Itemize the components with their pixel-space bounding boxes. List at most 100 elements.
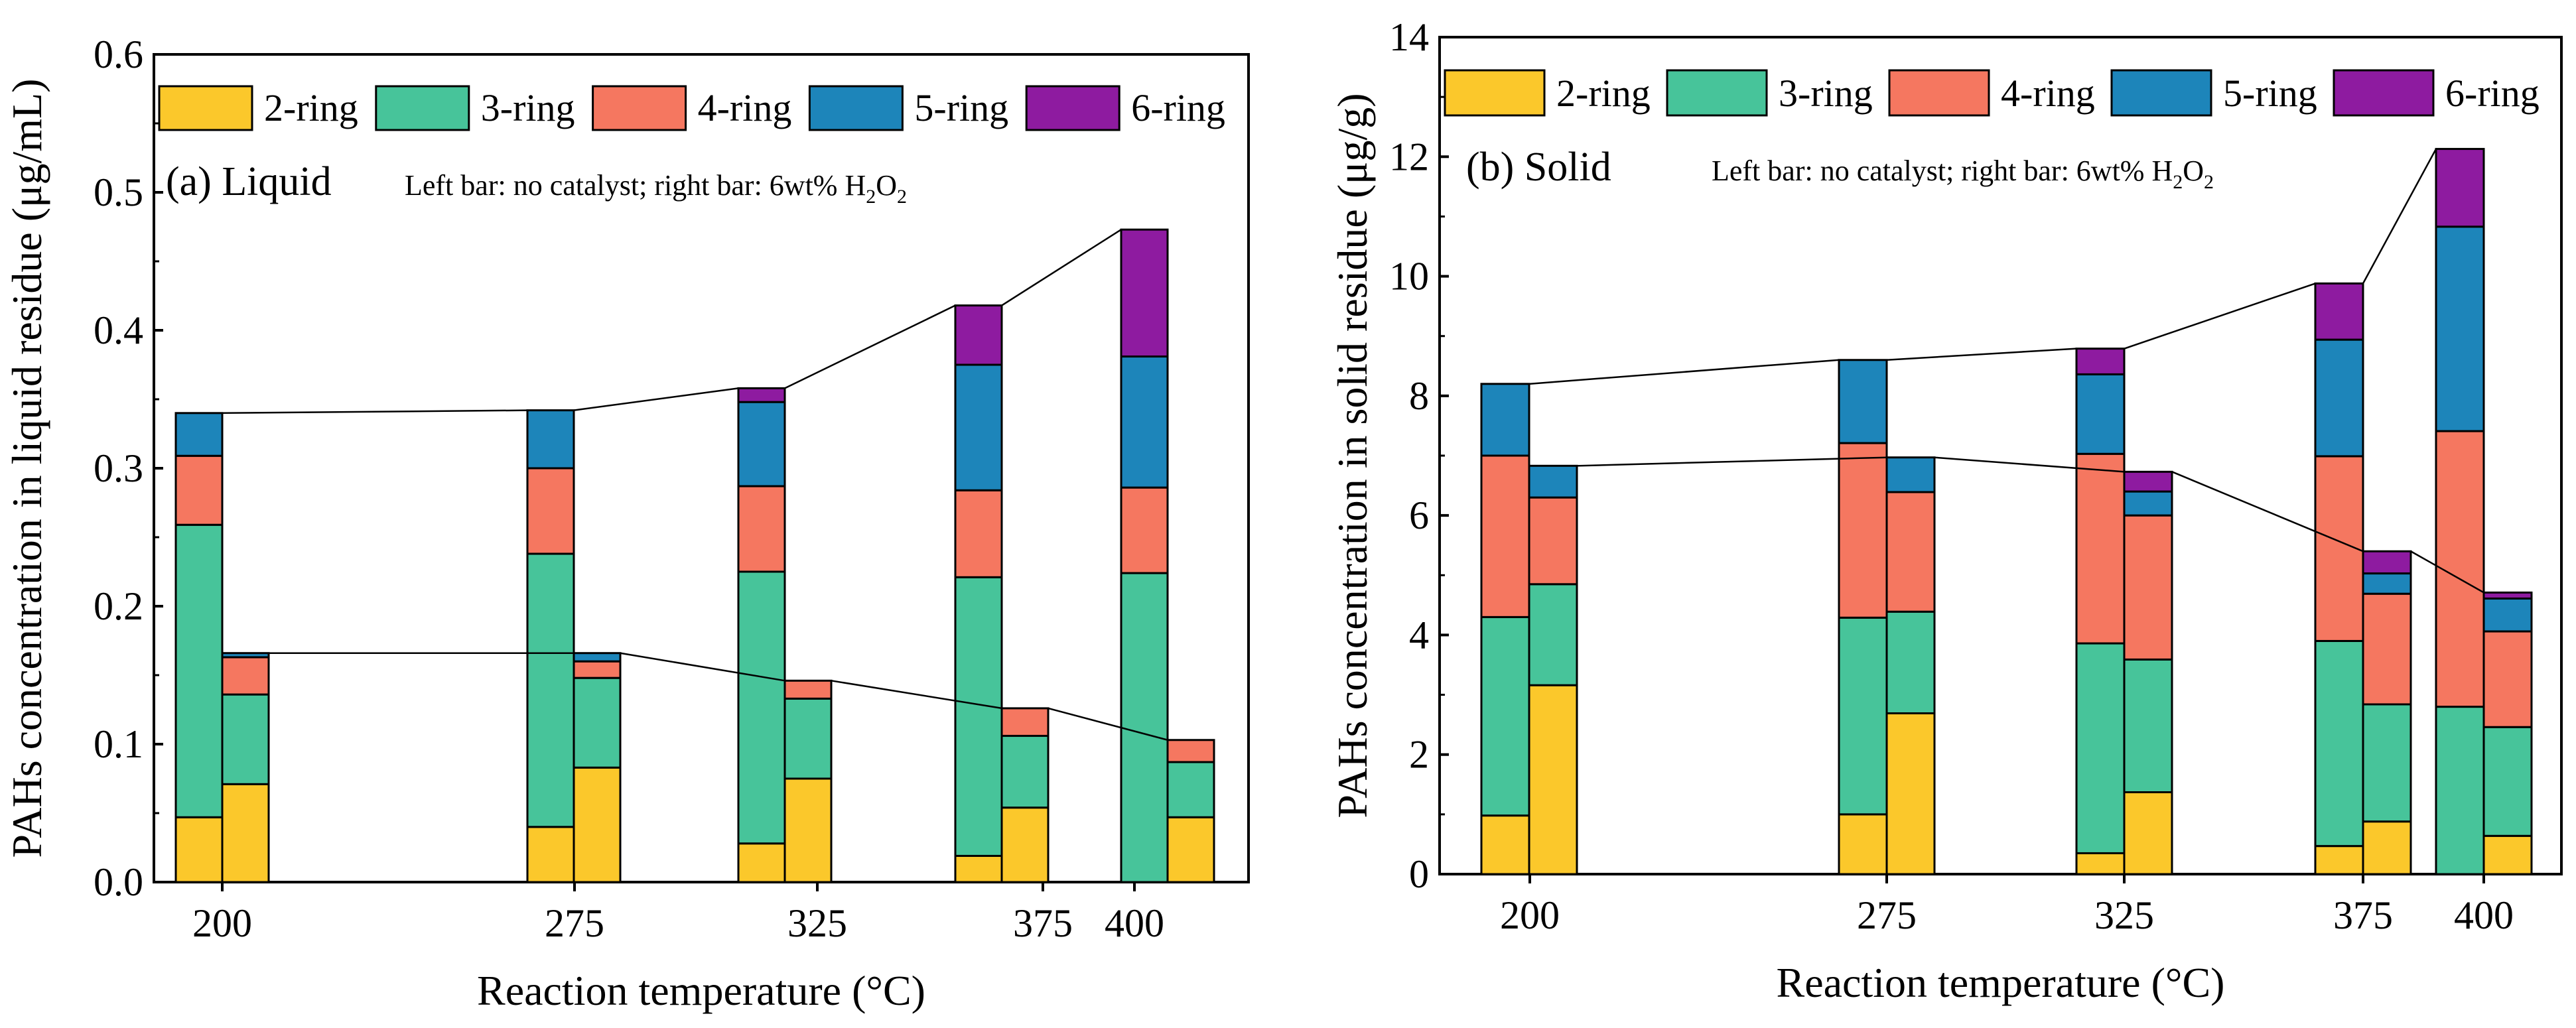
legend-label-r4: 4-ring	[2001, 72, 2095, 115]
bar-segment-r3	[2314, 639, 2364, 848]
trend-line-h2o2	[1934, 456, 2125, 473]
trend-line-no-catalyst	[784, 304, 956, 389]
bar-segment-r4	[1528, 496, 1578, 586]
bar-segment-r5	[2435, 225, 2485, 432]
bar-segment-r6	[2075, 348, 2126, 375]
bar-segment-r2	[526, 826, 575, 883]
legend-swatch-r3	[1666, 69, 1768, 117]
bar-stack	[1000, 707, 1050, 883]
bar-segment-r2	[174, 816, 224, 883]
note-text: O	[876, 169, 897, 202]
y-tick-label: 0.1	[94, 722, 143, 766]
y-tick-label: 0	[1409, 852, 1429, 896]
legend: 2-ring 3-ring 4-ring 5-ring 6-ring	[1444, 69, 2540, 117]
panel-liquid: 0.0 0.1 0.2 0.3 0.4 0.5 0.6 200 275 325 375 400 Reac…	[3, 32, 1250, 1014]
trend-line-no-catalyst	[222, 409, 528, 415]
legend-label-r2: 2-ring	[1556, 72, 1651, 115]
legend-label-r3: 3-ring	[1779, 72, 1873, 115]
bar-segment-r3	[954, 576, 1003, 857]
trend-line-h2o2	[831, 680, 1002, 710]
bar-segment-r4	[2482, 630, 2533, 728]
x-tick-label: 400	[2454, 893, 2514, 937]
bar-stack	[221, 652, 270, 883]
legend-label-r3: 3-ring	[481, 86, 575, 129]
legend-swatch-r2	[1444, 69, 1546, 117]
trend-line-no-catalyst	[1886, 348, 2077, 361]
x-tick-label: 400	[1105, 901, 1164, 945]
bar-segment-r4	[2435, 430, 2485, 708]
trend-line-h2o2	[2410, 550, 2484, 594]
y-tick-label: 14	[1389, 15, 1429, 59]
trend-line-h2o2	[2171, 471, 2364, 552]
panel-solid: 0 2 4 6 8 10 12 14 200 275 325 375 400 Reaction tempe…	[1329, 15, 2563, 1006]
bar-stack	[737, 387, 786, 883]
x-tick-label: 375	[2333, 893, 2393, 937]
bar-stack	[2123, 470, 2173, 875]
trend-line-h2o2	[1576, 456, 1887, 467]
legend-swatch-r5	[2110, 69, 2212, 117]
y-tick-label: 0.6	[94, 32, 143, 76]
bar-segment-r4	[1480, 454, 1530, 618]
y-tick-label: 12	[1389, 135, 1429, 178]
bar-segment-r3	[1000, 735, 1050, 809]
y-tick-label: 10	[1389, 255, 1429, 298]
x-tick-label: 200	[1500, 893, 1560, 937]
bar-segment-r2	[2123, 791, 2173, 875]
note-subscript: 2	[866, 186, 876, 208]
bar-segment-r5	[221, 652, 270, 659]
legend-swatch-r4	[592, 85, 687, 131]
x-tick-label: 275	[1857, 893, 1917, 937]
bar-stack	[1838, 359, 1888, 875]
bar-segment-r4	[954, 489, 1003, 578]
bar-segment-r3	[783, 697, 833, 780]
y-tick-label: 2	[1409, 733, 1429, 777]
panel-name: Solid	[1525, 145, 1611, 190]
bar-segment-r6	[2482, 591, 2533, 600]
bar-stack	[2362, 550, 2412, 875]
legend-label-r2: 2-ring	[264, 86, 358, 129]
trend-line-no-catalyst	[2362, 148, 2437, 284]
legend-label-r6: 6-ring	[2445, 72, 2540, 115]
bar-segment-r6	[954, 304, 1003, 366]
trend-line-no-catalyst	[573, 387, 739, 411]
bar-stack	[954, 304, 1003, 883]
bar-segment-r4	[2075, 452, 2126, 645]
bar-segment-r5	[2075, 373, 2126, 455]
bar-segment-r3	[1480, 615, 1530, 817]
legend-swatch-r4	[1888, 69, 1990, 117]
bar-segment-r4	[573, 660, 622, 679]
bar-segment-r2	[1885, 712, 1936, 875]
legend-swatch-r6	[1025, 85, 1120, 131]
bar-segment-r5	[737, 401, 786, 487]
bar-segment-r2	[1528, 684, 1578, 875]
x-tick-label: 200	[192, 901, 252, 945]
bar-order-note: Left bar: no catalyst; right bar: 6wt% H…	[405, 169, 907, 208]
panel-name: Liquid	[222, 159, 331, 204]
bar-segment-r2	[954, 854, 1003, 883]
bar-stack	[2075, 348, 2126, 875]
bar-segment-r3	[2123, 658, 2173, 794]
y-axis-label: PAHs concentration in liquid residue (μg…	[3, 79, 50, 858]
bar-segment-r6	[2123, 470, 2173, 493]
bar-segment-r2	[2482, 834, 2533, 875]
bar-segment-r5	[2314, 338, 2364, 458]
bar-segment-r3	[1885, 610, 1936, 715]
legend-swatch-r3	[375, 85, 470, 131]
bar-segment-r3	[2435, 706, 2485, 875]
bar-stack	[2435, 148, 2485, 875]
bar-order-note: Left bar: no catalyst; right bar: 6wt% H…	[1712, 155, 2214, 193]
bar-stack	[2482, 591, 2533, 875]
bar-segment-r2	[1166, 816, 1215, 883]
bar-stack	[174, 412, 224, 883]
bar-segment-r3	[221, 693, 270, 785]
bar-segment-r5	[573, 652, 622, 663]
bar-segment-r5	[2362, 572, 2412, 595]
bar-segment-r4	[737, 485, 786, 573]
y-tick-label: 0.0	[94, 860, 143, 904]
bar-segment-r2	[783, 777, 833, 883]
panel-label: (b) Solid	[1466, 145, 1611, 190]
x-axis-label: Reaction temperature (°C)	[477, 967, 925, 1014]
panel-label: (a) Liquid	[166, 159, 332, 204]
note-text: Left bar: no catalyst; right bar: 6wt% H	[1712, 155, 2173, 187]
bar-segment-r2	[221, 783, 270, 883]
